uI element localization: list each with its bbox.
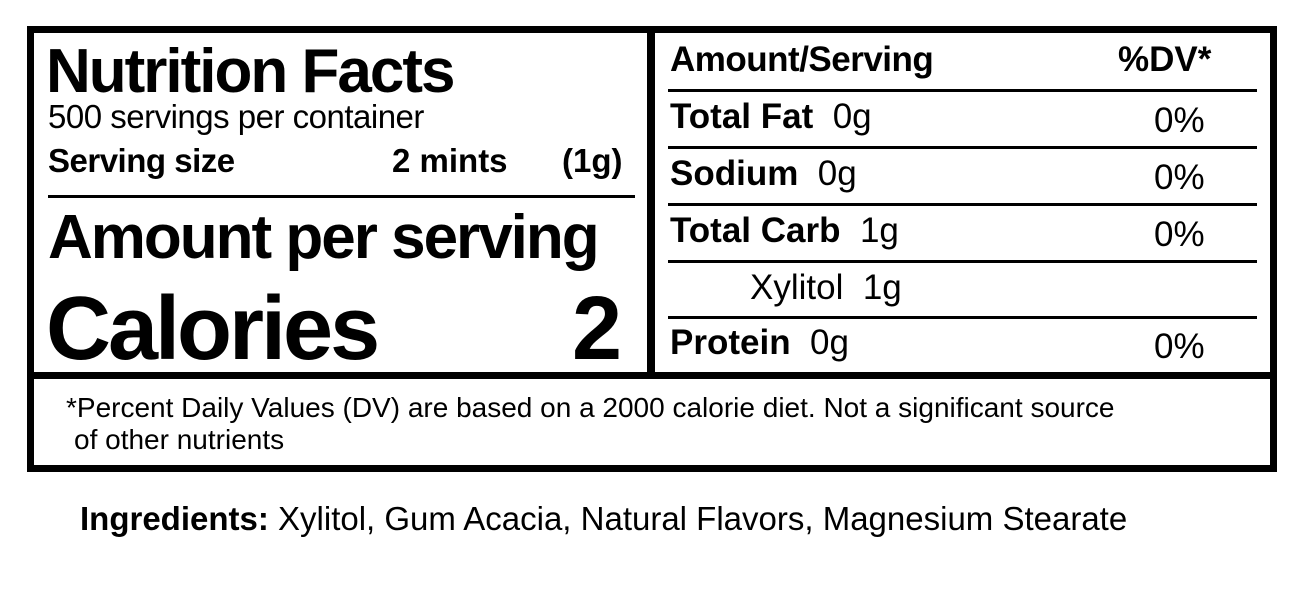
nutrient-row: Xylitol 1g [750, 268, 902, 307]
footnote-line-1: *Percent Daily Values (DV) are based on … [66, 392, 1115, 423]
row-divider [668, 89, 1257, 92]
row-divider [668, 260, 1257, 263]
calories-value: 2 [572, 279, 623, 379]
footnote-divider [27, 372, 1277, 379]
nutrient-row: Total Carb 1g [670, 211, 899, 250]
amount-per-serving: Amount per serving [48, 203, 600, 272]
row-divider [668, 316, 1257, 319]
column-divider [647, 26, 655, 378]
header-amount: Amount/Serving [670, 40, 934, 79]
nutrient-dv: 0% [1154, 101, 1205, 140]
nutrient-dv: 0% [1154, 327, 1205, 366]
row-divider [668, 146, 1257, 149]
servings-per-container: 500 servings per container [48, 98, 424, 135]
serving-size-weight: (1g) [562, 142, 623, 179]
ingredients-label: Ingredients: [80, 500, 269, 537]
serving-size-label: Serving size [48, 142, 235, 179]
ingredients-text: Xylitol, Gum Acacia, Natural Flavors, Ma… [268, 500, 1128, 537]
ingredients: Ingredients: Xylitol, Gum Acacia, Natura… [80, 500, 1127, 538]
nutrient-row: Sodium 0g [670, 154, 857, 193]
footnote-line-2: of other nutrients [74, 424, 285, 455]
serving-size-amount: 2 mints [392, 142, 508, 179]
nutrient-row: Total Fat 0g [670, 97, 872, 136]
header-dv: %DV* [1118, 40, 1212, 79]
nutrient-dv: 0% [1154, 215, 1205, 254]
serving-divider [48, 195, 635, 198]
nutrient-row: Protein 0g [670, 323, 849, 362]
row-divider [668, 203, 1257, 206]
nutrient-dv: 0% [1154, 158, 1205, 197]
title: Nutrition Facts [46, 37, 455, 106]
calories-label: Calories [46, 279, 380, 379]
